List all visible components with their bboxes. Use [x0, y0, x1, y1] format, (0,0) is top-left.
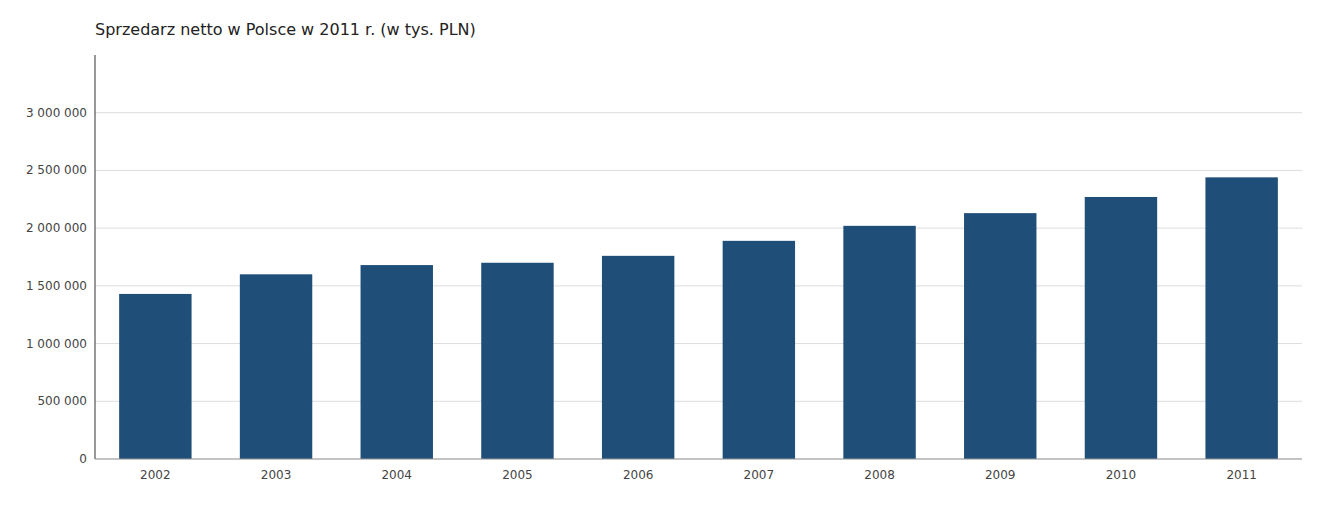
grid-line [95, 170, 1302, 171]
bars [119, 177, 1278, 459]
bar [361, 265, 433, 459]
y-tick-label: 2 000 000 [26, 221, 87, 235]
x-tick-label: 2007 [744, 468, 775, 482]
page: {"chart_data": {"type": "bar", "title": … [0, 0, 1327, 509]
y-tick-label: 3 000 000 [26, 106, 87, 120]
y-tick-label: 500 000 [37, 394, 87, 408]
x-tick-label: 2005 [502, 468, 533, 482]
x-tick-label: 2004 [381, 468, 412, 482]
x-tick-label: 2003 [261, 468, 292, 482]
grid-line [95, 459, 1302, 460]
x-tick-label: 2002 [140, 468, 171, 482]
bar [723, 241, 795, 459]
title: Sprzedarz netto w Polsce w 2011 r. (w ty… [95, 20, 476, 39]
x-tick-label: 2010 [1106, 468, 1137, 482]
y-axis: 0 500 000 1 000 000 1 500 000 2 000 000 2 500… [26, 106, 1302, 466]
grid-line [95, 112, 1302, 113]
bar [1205, 177, 1277, 459]
bar [1085, 197, 1157, 459]
x-tick-label: 2006 [623, 468, 654, 482]
y-axis-line [95, 55, 96, 459]
x-axis-line [95, 459, 1302, 460]
bar [240, 274, 312, 459]
y-tick-label: 0 [79, 452, 87, 466]
x-tick-label: 2011 [1226, 468, 1257, 482]
y-tick-label: 1 000 000 [26, 337, 87, 351]
chart: Sprzedarz netto w Polsce w 2011 r. (w ty… [0, 0, 1327, 509]
y-tick-label: 2 500 000 [26, 163, 87, 177]
bar [602, 256, 674, 459]
bar [964, 213, 1036, 459]
y-tick-label: 1 500 000 [26, 279, 87, 293]
x-axis: 2002 2003 2004 2005 2006 2007 2008 2009 2010 2011 [140, 468, 1257, 482]
x-tick-label: 2009 [985, 468, 1016, 482]
bar [481, 263, 553, 459]
bar [119, 294, 191, 459]
bar [843, 226, 915, 459]
x-tick-label: 2008 [864, 468, 895, 482]
